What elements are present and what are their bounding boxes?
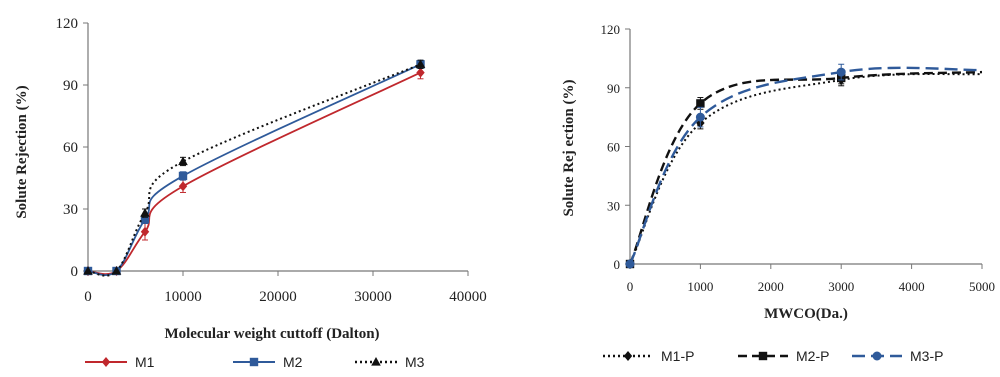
data-point-m2-p <box>696 99 705 108</box>
y-tick-label: 30 <box>63 202 78 218</box>
x-tick-label: 10000 <box>164 289 202 305</box>
legend-label-m1-p: M1-P <box>661 348 694 364</box>
x-tick-label: 0 <box>84 289 92 305</box>
legend-marker-m2-p <box>758 351 768 361</box>
data-point-m2 <box>140 215 150 224</box>
legend-label-m1: M1 <box>135 354 155 370</box>
y-tick-label: 0 <box>71 264 79 280</box>
y-tick-label: 90 <box>607 81 620 96</box>
chart-right-y-axis-label: Solute Rej ection (%) <box>561 79 577 216</box>
series-line-m1-p <box>629 73 983 265</box>
chart-left: 0 30 60 90 120 0 10000 20000 30000 40000 Molecula… <box>14 16 487 370</box>
data-point-m1 <box>416 67 425 78</box>
data-point-m3 <box>140 208 150 217</box>
data-point-m2 <box>178 171 188 181</box>
chart-left-series <box>83 59 426 277</box>
chart-right-x-axis-label: MWCO(Da.) <box>764 306 848 322</box>
x-tick-label: 5000 <box>969 279 995 294</box>
series-line-m2-p <box>628 70 983 265</box>
legend-label-m3: M3 <box>405 354 425 370</box>
chart-left-x-axis-label: Molecular weight cuttoff (Dalton) <box>164 326 379 342</box>
legend-marker-m3-p <box>872 351 882 361</box>
x-tick-label: 20000 <box>259 289 297 305</box>
data-point-m3-p <box>836 67 846 77</box>
chart-right: 0 30 60 90 120 0 1000 2000 3000 4000 5000 MWCO(Da.… <box>561 22 995 364</box>
series-line-m3 <box>87 63 421 277</box>
data-point-m3-p <box>625 259 635 269</box>
legend-marker-m2 <box>249 357 259 367</box>
series-line-m1 <box>87 71 421 276</box>
legend-marker-m3 <box>371 357 381 366</box>
legend-marker-m1 <box>101 357 111 367</box>
chart-left-legend: M1 M2 M3 <box>85 354 425 370</box>
legend-marker-m1-p <box>623 351 633 361</box>
data-point-m1 <box>178 181 188 192</box>
y-tick-label: 120 <box>601 22 621 37</box>
x-tick-label: 0 <box>627 279 634 294</box>
legend-label-m3-p: M3-P <box>910 348 943 364</box>
chart-left-y-axis-label: Solute Rejection (%) <box>14 85 30 218</box>
data-point-m3 <box>111 266 122 275</box>
y-tick-label: 30 <box>607 198 620 213</box>
data-point-m3 <box>178 156 188 166</box>
chart-right-ticks: 0 30 60 90 120 0 1000 2000 3000 4000 5000 <box>601 22 996 294</box>
chart-right-axes <box>629 29 982 265</box>
series-line-m3-p <box>628 66 983 265</box>
x-tick-label: 4000 <box>899 279 925 294</box>
chart-right-series <box>625 63 983 269</box>
x-tick-label: 3000 <box>828 279 854 294</box>
y-tick-label: 120 <box>56 16 79 32</box>
legend-label-m2: M2 <box>283 354 303 370</box>
y-tick-label: 0 <box>614 257 621 272</box>
chart-left-ticks: 0 30 60 90 120 0 10000 20000 30000 40000 <box>56 16 487 305</box>
chart-right-legend: M1-P M2-P M3-P <box>603 348 943 364</box>
data-point-m3 <box>415 59 426 68</box>
y-tick-label: 90 <box>63 78 78 94</box>
x-tick-label: 2000 <box>758 279 784 294</box>
x-tick-label: 1000 <box>687 279 713 294</box>
y-tick-label: 60 <box>607 140 620 155</box>
x-tick-label: 40000 <box>449 289 487 305</box>
data-point-m3-p <box>695 112 705 122</box>
data-point-m3 <box>83 266 93 275</box>
x-tick-label: 30000 <box>354 289 392 305</box>
data-point-m1 <box>140 226 150 237</box>
legend-label-m2-p: M2-P <box>796 348 829 364</box>
y-tick-label: 60 <box>63 140 78 156</box>
